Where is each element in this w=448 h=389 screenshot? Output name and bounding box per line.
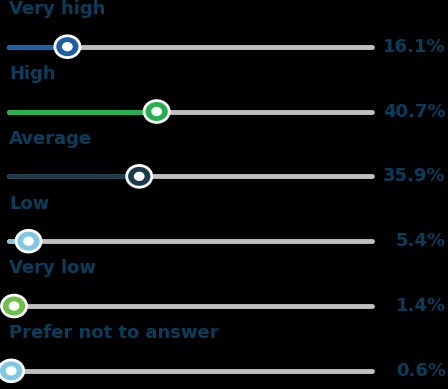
Text: Very low: Very low xyxy=(9,259,96,277)
Text: 5.4%: 5.4% xyxy=(396,232,446,250)
Text: Low: Low xyxy=(9,194,49,213)
Text: Very high: Very high xyxy=(9,0,105,18)
Circle shape xyxy=(62,42,73,51)
Text: 40.7%: 40.7% xyxy=(383,103,446,121)
Circle shape xyxy=(23,237,34,246)
Circle shape xyxy=(6,366,17,375)
Text: 16.1%: 16.1% xyxy=(383,38,446,56)
Text: 1.4%: 1.4% xyxy=(396,297,446,315)
Circle shape xyxy=(0,360,24,382)
Text: High: High xyxy=(9,65,56,83)
Text: Average: Average xyxy=(9,130,92,148)
Text: 35.9%: 35.9% xyxy=(383,167,446,185)
Circle shape xyxy=(1,295,26,317)
Text: 0.6%: 0.6% xyxy=(396,362,446,380)
Circle shape xyxy=(16,230,41,252)
Circle shape xyxy=(151,107,162,116)
Circle shape xyxy=(9,301,19,311)
Circle shape xyxy=(55,36,80,58)
Circle shape xyxy=(144,101,169,123)
Circle shape xyxy=(127,165,152,187)
Circle shape xyxy=(134,172,145,181)
Text: Prefer not to answer: Prefer not to answer xyxy=(9,324,219,342)
